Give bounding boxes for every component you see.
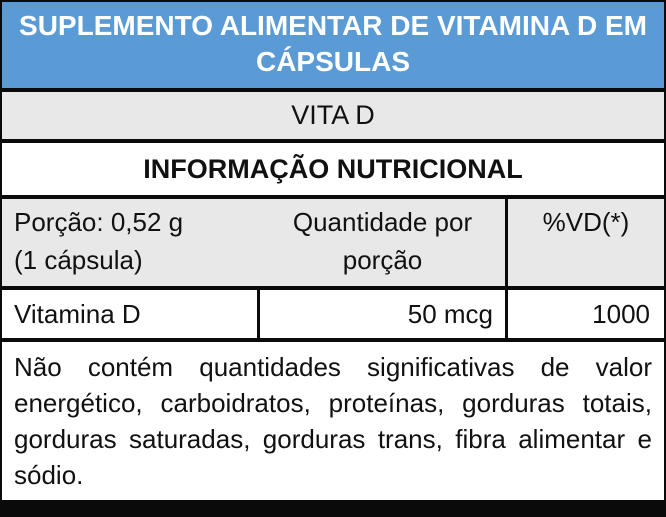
table-header-row: Porção: 0,52 g (1 cápsula) Quantidade po… [2, 199, 664, 290]
product-title-text: SUPLEMENTO ALIMENTAR DE VITAMINA D EM CÁ… [19, 9, 647, 77]
bottom-border-bar [2, 500, 664, 517]
footnote-text: Não contém quantidades significativas de… [2, 342, 664, 500]
serving-size-line2: (1 cápsula) [14, 244, 143, 275]
nutrient-amount-cell: 50 mcg [260, 290, 508, 338]
section-title-row: INFORMAÇÃO NUTRICIONAL [2, 143, 664, 199]
brand-row: VITA D [2, 92, 664, 143]
brand-name: VITA D [291, 100, 375, 130]
serving-size-cell: Porção: 0,52 g (1 cápsula) [2, 199, 260, 286]
product-title: SUPLEMENTO ALIMENTAR DE VITAMINA D EM CÁ… [2, 2, 664, 92]
table-row: Vitamina D 50 mcg 1000 [2, 290, 664, 342]
quantity-column-header: Quantidade por porção [260, 199, 508, 286]
nutrient-name-cell: Vitamina D [2, 290, 260, 338]
nutrient-dv-cell: 1000 [592, 298, 650, 329]
serving-size-line1: Porção: 0,52 g [14, 207, 184, 237]
daily-value-column-header: %VD(*) [542, 207, 630, 237]
section-title: INFORMAÇÃO NUTRICIONAL [143, 153, 523, 184]
